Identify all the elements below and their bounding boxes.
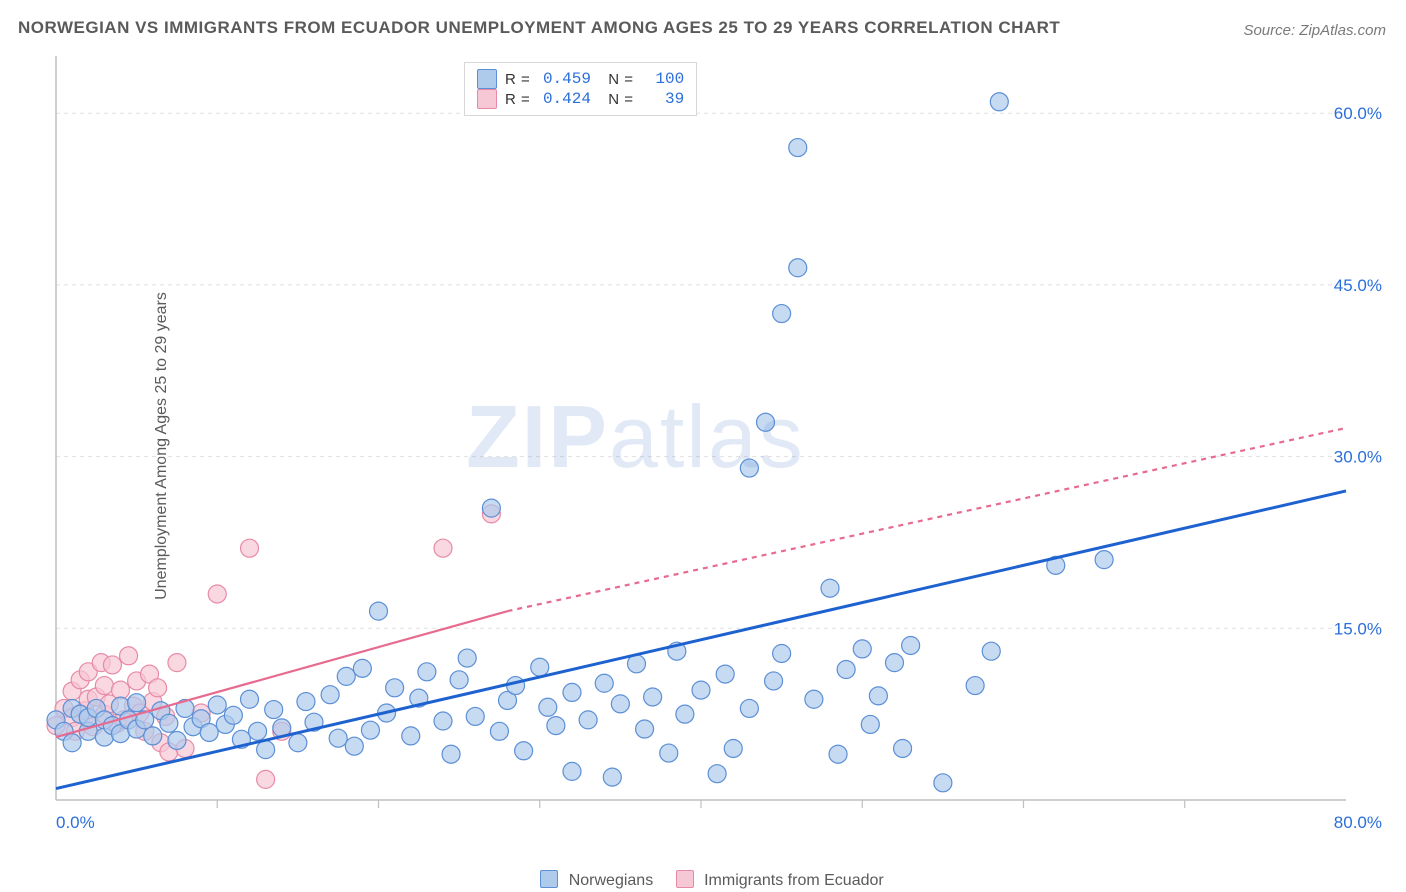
legend-label-ecuador: Immigrants from Ecuador	[704, 872, 884, 889]
svg-text:45.0%: 45.0%	[1334, 276, 1382, 295]
legend-label-norwegians: Norwegians	[569, 872, 653, 889]
legend-swatch-norwegians	[540, 870, 558, 888]
legend-swatch-ecuador	[676, 870, 694, 888]
source-attribution: Source: ZipAtlas.com	[1243, 22, 1386, 39]
svg-text:80.0%: 80.0%	[1334, 813, 1382, 832]
svg-text:15.0%: 15.0%	[1334, 619, 1382, 638]
correlation-legend: R = 0.459 N = 100R = 0.424 N = 39	[464, 62, 697, 116]
x-axis-legend: Norwegians Immigrants from Ecuador	[0, 870, 1406, 890]
scatter-plot: 15.0%30.0%45.0%60.0%0.0%80.0% ZIPatlas R…	[46, 56, 1386, 836]
svg-text:0.0%: 0.0%	[56, 813, 95, 832]
plot-svg: 15.0% 30.0% 45.0% 60.0% 0.0% 80.0%	[46, 56, 1386, 836]
svg-text:30.0%: 30.0%	[1334, 448, 1382, 467]
svg-text:60.0%: 60.0%	[1334, 104, 1382, 123]
chart-title: NORWEGIAN VS IMMIGRANTS FROM ECUADOR UNE…	[18, 18, 1060, 38]
